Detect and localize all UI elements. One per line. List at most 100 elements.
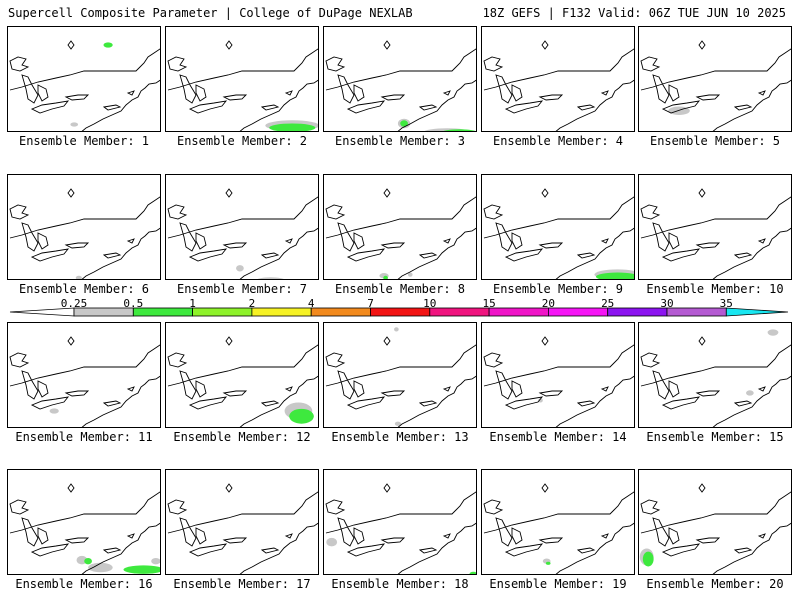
island-marker bbox=[225, 188, 233, 198]
map-outline bbox=[397, 227, 476, 279]
map-outline bbox=[538, 537, 564, 544]
green-scp-area bbox=[103, 42, 113, 48]
map-outline bbox=[222, 94, 248, 101]
map-outline bbox=[712, 227, 791, 279]
scale-tick-label: 15 bbox=[482, 297, 496, 310]
map-outline bbox=[600, 533, 609, 539]
map-outline bbox=[757, 386, 766, 392]
map-outline bbox=[661, 543, 701, 557]
map-outline bbox=[504, 100, 544, 114]
map-outline bbox=[640, 491, 791, 534]
scale-tick-label: 4 bbox=[307, 297, 315, 310]
map-outline bbox=[380, 242, 406, 249]
ensemble-map-panel bbox=[165, 26, 319, 132]
member-caption: Ensemble Member: 3 bbox=[334, 134, 466, 148]
scale-swatch bbox=[725, 307, 789, 317]
map-outline bbox=[167, 48, 318, 91]
map-outline bbox=[337, 370, 355, 400]
ensemble-map-panel bbox=[481, 26, 635, 132]
island-marker bbox=[541, 40, 549, 50]
map-outline bbox=[652, 222, 670, 252]
map-outline bbox=[668, 527, 680, 545]
map-outline bbox=[30, 248, 70, 262]
member-caption: Ensemble Member: 8 bbox=[334, 282, 466, 296]
member-caption: Ensemble Member: 15 bbox=[646, 430, 784, 444]
map-outline bbox=[126, 90, 135, 96]
map-canvas bbox=[325, 483, 476, 574]
island-marker bbox=[383, 336, 391, 346]
map-outline bbox=[397, 375, 476, 427]
map-canvas bbox=[639, 483, 791, 574]
map-outline bbox=[600, 238, 609, 244]
map-outline bbox=[284, 533, 293, 539]
map-outline bbox=[222, 390, 248, 397]
map-canvas bbox=[483, 483, 634, 574]
green-scp-area bbox=[642, 551, 654, 567]
map-outline bbox=[483, 204, 504, 220]
map-outline bbox=[511, 527, 523, 545]
ensemble-map-panel bbox=[7, 469, 161, 575]
member-caption: Ensemble Member: 13 bbox=[331, 430, 469, 444]
map-outline bbox=[346, 100, 386, 114]
gray-scp-area bbox=[746, 390, 754, 396]
green-scp-area bbox=[595, 272, 634, 279]
gray-scp-area bbox=[538, 398, 543, 403]
scale-swatch bbox=[370, 307, 431, 317]
map-outline bbox=[284, 90, 293, 96]
map-outline bbox=[167, 499, 188, 515]
gray-scp-area bbox=[49, 408, 59, 414]
scale-tick-label: 25 bbox=[601, 297, 615, 310]
map-outline bbox=[195, 380, 207, 398]
map-outline bbox=[325, 196, 476, 239]
map-outline bbox=[538, 242, 564, 249]
member-caption: Ensemble Member: 10 bbox=[646, 282, 784, 296]
map-outline bbox=[555, 79, 634, 131]
ensemble-map-panel bbox=[7, 26, 161, 132]
map-outline bbox=[9, 48, 160, 91]
map-outline bbox=[37, 232, 49, 250]
map-outline bbox=[511, 84, 523, 102]
gray-scp-area bbox=[236, 265, 244, 272]
map-outline bbox=[733, 104, 753, 111]
map-outline bbox=[346, 543, 386, 557]
map-outline bbox=[640, 56, 661, 72]
member-caption: Ensemble Member: 17 bbox=[173, 577, 311, 591]
gray-scp-area bbox=[88, 562, 113, 573]
map-outline bbox=[346, 248, 386, 262]
scale-swatch bbox=[607, 307, 668, 317]
map-canvas bbox=[167, 483, 318, 574]
scale-swatch bbox=[666, 307, 727, 317]
member-caption: Ensemble Member: 5 bbox=[649, 134, 781, 148]
scale-swatch bbox=[192, 307, 253, 317]
map-outline bbox=[195, 232, 207, 250]
map-outline bbox=[640, 204, 661, 220]
map-outline bbox=[380, 537, 406, 544]
map-outline bbox=[712, 522, 791, 574]
map-outline bbox=[126, 386, 135, 392]
map-outline bbox=[757, 90, 766, 96]
map-outline bbox=[21, 370, 39, 400]
island-marker bbox=[541, 188, 549, 198]
island-marker bbox=[541, 336, 549, 346]
ensemble-map-panel bbox=[323, 322, 477, 428]
map-outline bbox=[9, 196, 160, 239]
map-outline bbox=[9, 499, 30, 515]
map-outline bbox=[167, 204, 188, 220]
map-outline bbox=[652, 517, 670, 547]
map-outline bbox=[239, 375, 318, 427]
map-outline bbox=[325, 352, 346, 368]
map-outline bbox=[337, 517, 355, 547]
ensemble-map-panel bbox=[481, 322, 635, 428]
member-caption: Ensemble Member: 20 bbox=[646, 577, 784, 591]
map-outline bbox=[576, 547, 596, 554]
map-outline bbox=[397, 522, 476, 574]
green-scp-area bbox=[269, 123, 316, 131]
map-outline bbox=[695, 242, 721, 249]
island-marker bbox=[383, 40, 391, 50]
member-caption: Ensemble Member: 1 bbox=[18, 134, 150, 148]
map-outline bbox=[576, 104, 596, 111]
island-marker bbox=[383, 188, 391, 198]
chart-title: Supercell Composite Parameter | College … bbox=[8, 6, 413, 20]
map-outline bbox=[600, 386, 609, 392]
ensemble-map-panel bbox=[7, 174, 161, 280]
